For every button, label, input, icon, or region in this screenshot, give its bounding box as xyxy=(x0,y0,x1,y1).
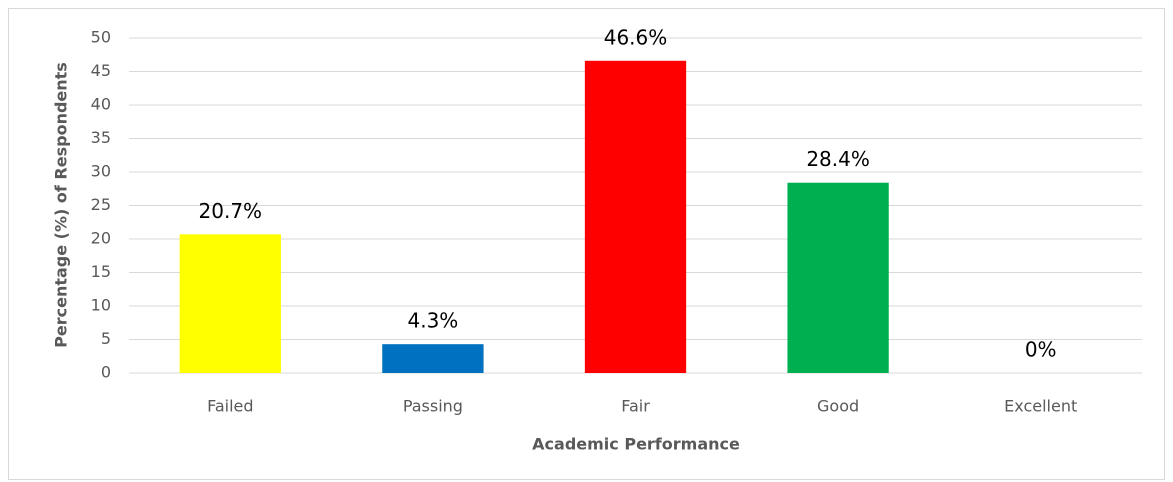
y-tick-label: 50 xyxy=(91,28,111,47)
x-axis-title: Academic Performance xyxy=(532,435,740,454)
y-tick-label: 30 xyxy=(91,162,111,181)
data-label: 0% xyxy=(1025,338,1057,362)
y-tick-label: 20 xyxy=(91,229,111,248)
y-tick-label: 25 xyxy=(91,195,111,214)
data-label: 20.7% xyxy=(199,199,263,223)
data-label: 28.4% xyxy=(806,147,870,171)
y-tick-label: 0 xyxy=(101,363,111,382)
y-tick-label: 35 xyxy=(91,128,111,147)
x-tick-label: Passing xyxy=(403,397,463,416)
bar xyxy=(584,60,687,373)
data-label: 46.6% xyxy=(604,25,668,49)
y-tick-label: 15 xyxy=(91,262,111,281)
bar xyxy=(382,344,484,373)
x-tick-label: Fair xyxy=(621,397,650,416)
bar xyxy=(179,234,281,373)
x-tick-label: Excellent xyxy=(1004,397,1077,416)
bar xyxy=(787,182,889,373)
y-tick-label: 40 xyxy=(91,95,111,114)
x-tick-label: Failed xyxy=(207,397,253,416)
y-tick-label: 45 xyxy=(91,61,111,80)
y-tick-label: 5 xyxy=(101,329,111,348)
y-axis-title: Percentage (%) of Respondents xyxy=(52,62,71,348)
x-tick-label: Good xyxy=(817,397,859,416)
data-label: 4.3% xyxy=(407,309,458,333)
y-tick-label: 10 xyxy=(91,296,111,315)
